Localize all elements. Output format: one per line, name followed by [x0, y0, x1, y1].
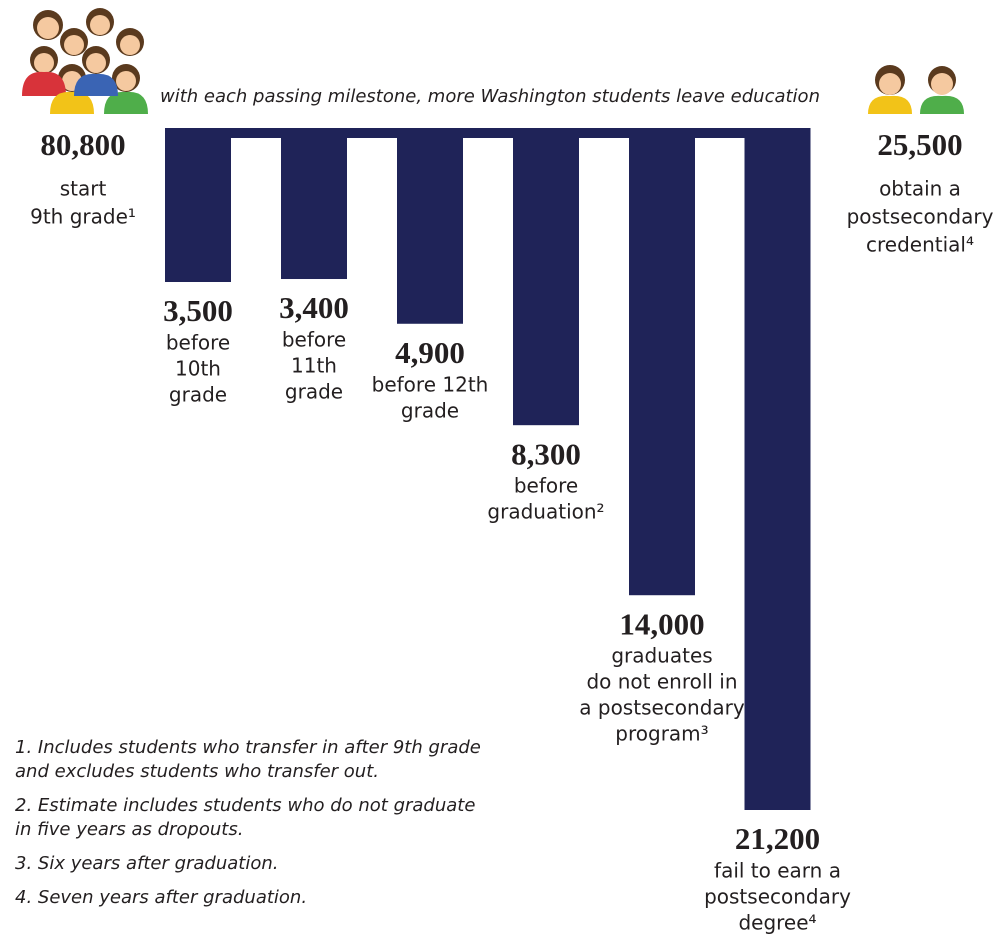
category-label: program³ [615, 722, 708, 746]
footnote: 2. Estimate includes students who do not… [15, 795, 475, 816]
bar [281, 128, 347, 280]
value-label: 14,000 [619, 606, 704, 641]
category-label: a postsecondary [579, 696, 745, 720]
start-label: 9th grade¹ [30, 205, 136, 229]
footnote: in five years as dropouts. [15, 819, 243, 840]
end-label: credential⁴ [866, 233, 974, 257]
bar [397, 128, 463, 324]
subtitle: with each passing milestone, more Washin… [160, 86, 820, 107]
category-label: degree⁴ [738, 910, 816, 934]
category-label: graduation² [487, 500, 604, 524]
bar [629, 128, 695, 596]
value-label: 4,900 [395, 335, 465, 370]
bar [165, 128, 231, 283]
bar [513, 128, 579, 426]
category-label: before [514, 474, 578, 498]
end-label: postsecondary [847, 205, 994, 229]
value-label: 3,400 [279, 290, 349, 325]
category-label: do not enroll in [586, 670, 737, 694]
category-label: before [282, 328, 346, 352]
category-label: before 12th [372, 372, 489, 396]
value-label: 3,500 [163, 293, 233, 328]
top-band [165, 128, 810, 138]
start-label-number: 80,800 [40, 127, 125, 162]
footnote: 4. Seven years after graduation. [15, 887, 307, 908]
start-label: start [60, 177, 107, 201]
end-label-number: 25,500 [877, 127, 962, 162]
category-label: 11th [291, 354, 337, 378]
value-label: 8,300 [511, 436, 581, 471]
footnote: and excludes students who transfer out. [15, 761, 379, 782]
category-label: grade [169, 383, 227, 407]
category-label: postsecondary [704, 884, 851, 908]
category-label: grade [401, 398, 459, 422]
end-label: obtain a [879, 177, 961, 201]
category-label: graduates [611, 644, 712, 668]
category-label: fail to earn a [714, 858, 841, 882]
value-label: 21,200 [735, 821, 820, 856]
bar [744, 128, 811, 810]
people-icons [22, 8, 964, 114]
footnote: 1. Includes students who transfer in aft… [15, 737, 481, 758]
footnote: 3. Six years after graduation. [15, 853, 279, 874]
category-label: grade [285, 380, 343, 404]
category-label: 10th [175, 357, 221, 381]
category-label: before [166, 331, 230, 355]
